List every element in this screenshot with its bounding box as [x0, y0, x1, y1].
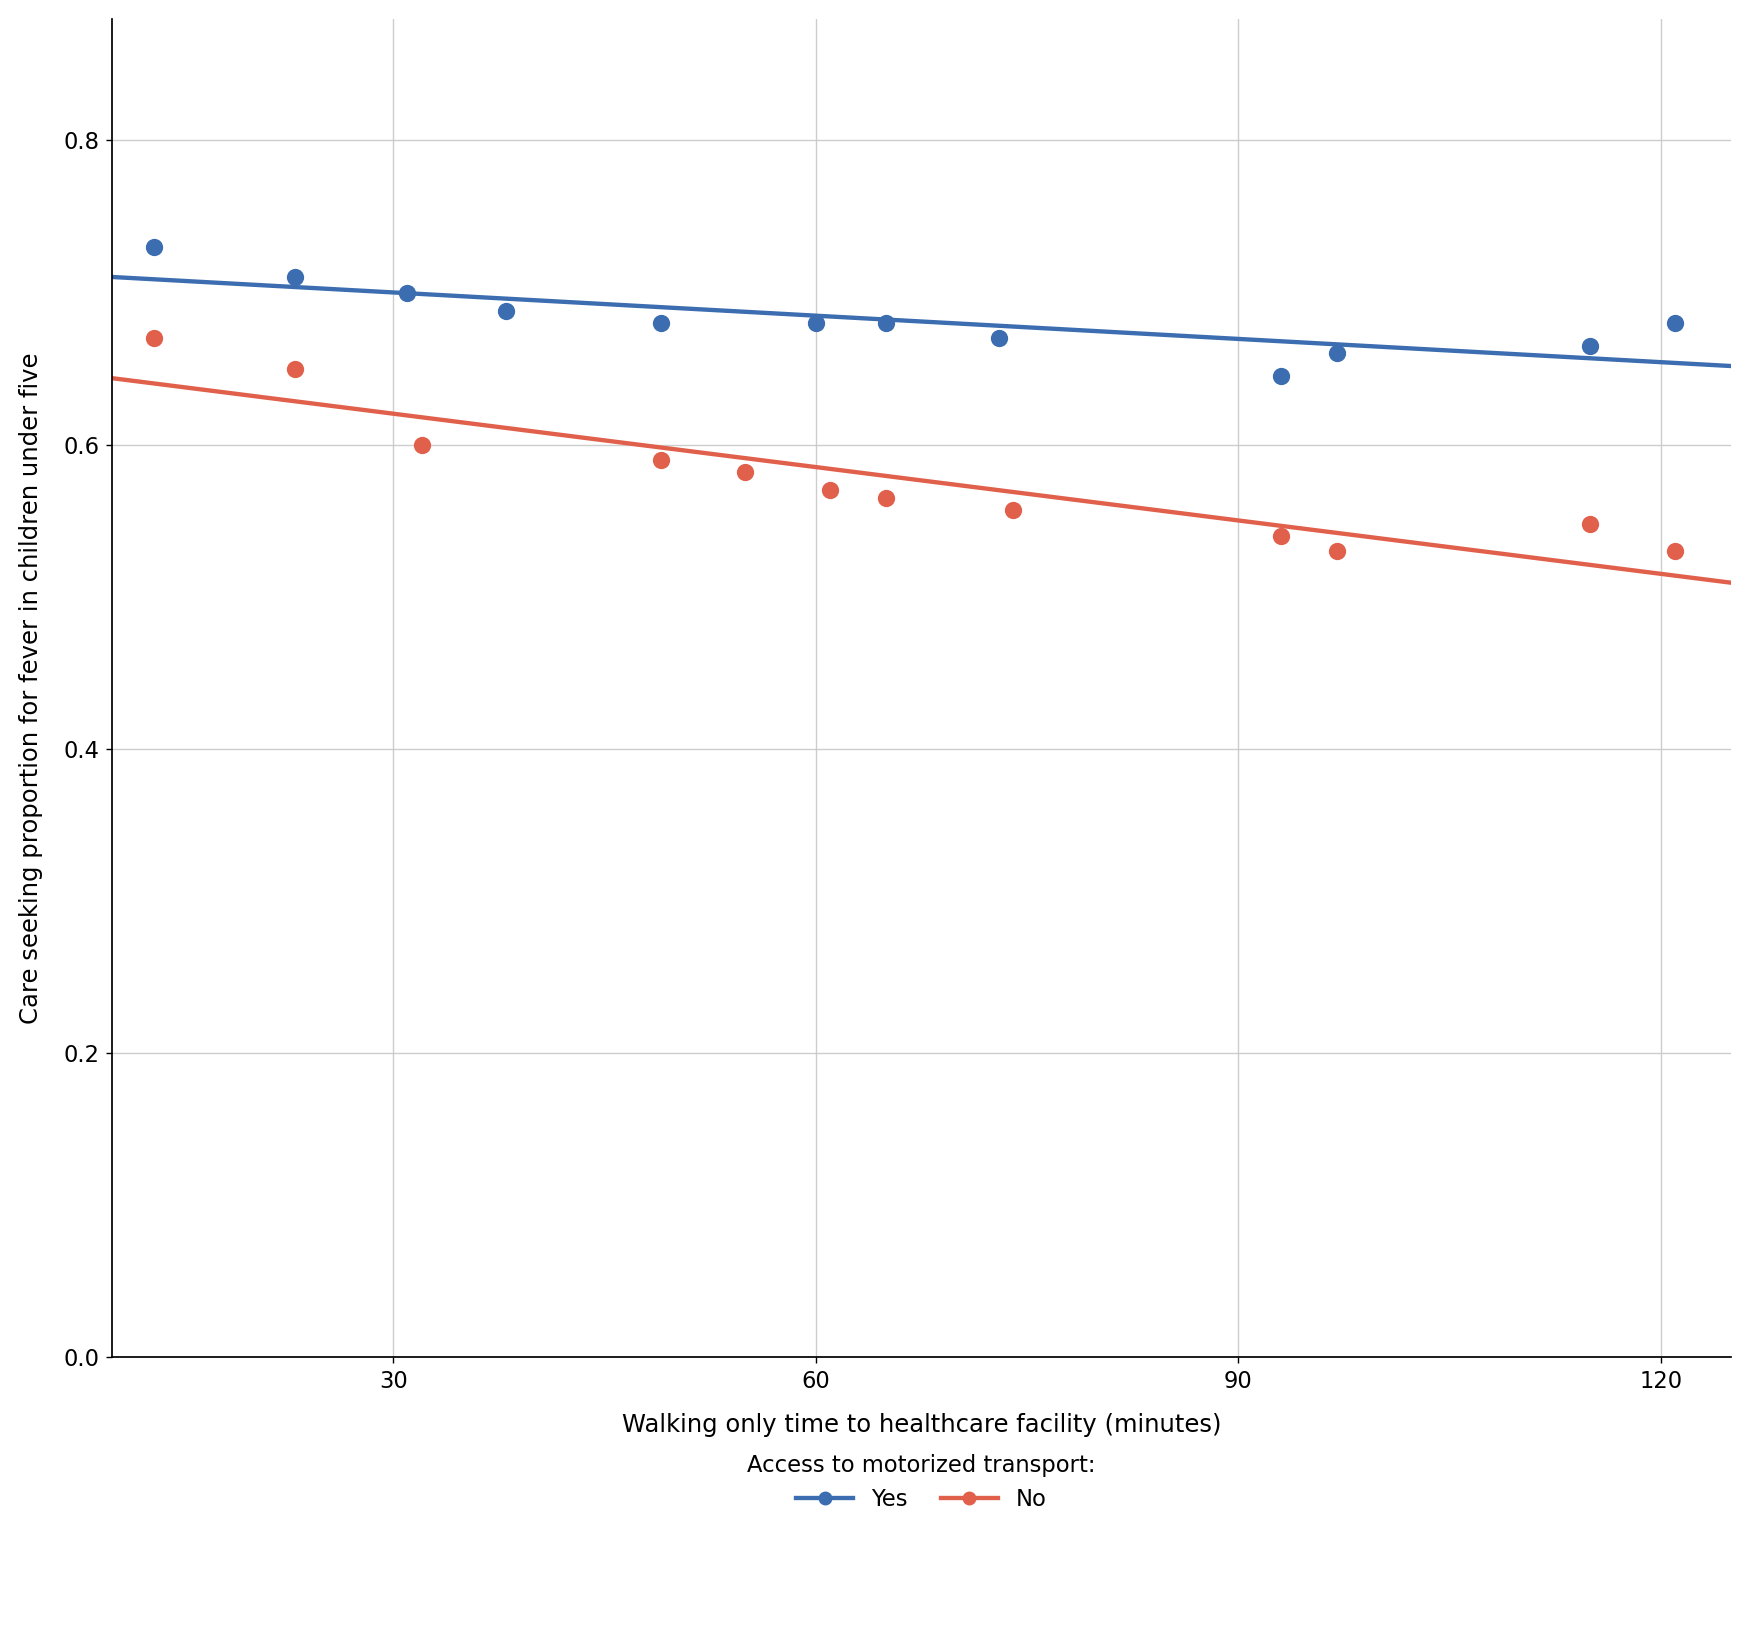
Point — [1323, 340, 1351, 366]
Point — [1267, 364, 1295, 390]
Legend: Yes, No: Yes, No — [738, 1445, 1104, 1519]
Point — [140, 234, 168, 260]
Point — [394, 280, 422, 306]
Point — [872, 310, 900, 336]
Point — [732, 458, 760, 484]
Point — [492, 297, 520, 323]
Point — [648, 310, 676, 336]
X-axis label: Walking only time to healthcare facility (minutes): Walking only time to healthcare facility… — [621, 1414, 1222, 1438]
Point — [408, 432, 436, 458]
Point — [1661, 538, 1689, 564]
Point — [1267, 523, 1295, 549]
Point — [985, 325, 1013, 351]
Point — [872, 484, 900, 510]
Point — [280, 265, 308, 291]
Point — [140, 325, 168, 351]
Point — [816, 478, 843, 504]
Point — [1577, 510, 1605, 536]
Point — [1661, 310, 1689, 336]
Point — [1323, 538, 1351, 564]
Point — [802, 310, 829, 336]
Y-axis label: Care seeking proportion for fever in children under five: Care seeking proportion for fever in chi… — [19, 353, 42, 1024]
Point — [1577, 333, 1605, 359]
Point — [999, 497, 1027, 523]
Point — [280, 356, 308, 382]
Point — [648, 447, 676, 473]
